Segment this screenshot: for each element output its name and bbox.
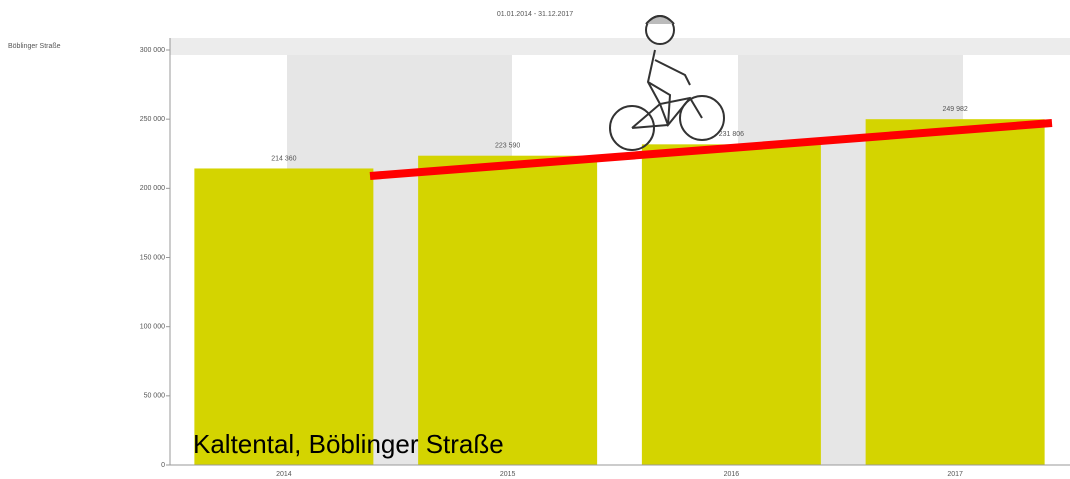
- station-label: Böblinger Straße: [8, 43, 61, 50]
- bar: [641, 144, 821, 466]
- trend-line: [369, 119, 1053, 180]
- x-tick-label: 2017: [947, 471, 963, 478]
- x-tick-label: 2016: [724, 471, 740, 478]
- value-label: 249 982: [942, 106, 967, 113]
- y-tick-label: 250 000: [140, 116, 165, 123]
- value-label: 223 590: [495, 143, 520, 150]
- bar: [418, 155, 598, 465]
- y-tick-label: 300 000: [140, 47, 165, 54]
- bar: [865, 119, 1045, 466]
- chart-title: 01.01.2014 - 31.12.2017: [497, 11, 573, 18]
- cyclist: [609, 15, 725, 151]
- y-tick-label: 200 000: [140, 185, 165, 192]
- y-tick-label: 0: [161, 462, 165, 469]
- y-tick-label: 100 000: [140, 324, 165, 331]
- annotation: Kaltental, Böblinger Straße: [193, 429, 504, 459]
- value-label: 214 360: [271, 155, 296, 162]
- x-tick-label: 2014: [276, 471, 292, 478]
- y-tick-label: 150 000: [140, 254, 165, 261]
- bar: [194, 168, 374, 465]
- x-tick-label: 2015: [500, 471, 516, 478]
- top-band: [170, 38, 1070, 55]
- value-label: 231 806: [719, 131, 744, 138]
- y-tick-label: 50 000: [144, 393, 166, 400]
